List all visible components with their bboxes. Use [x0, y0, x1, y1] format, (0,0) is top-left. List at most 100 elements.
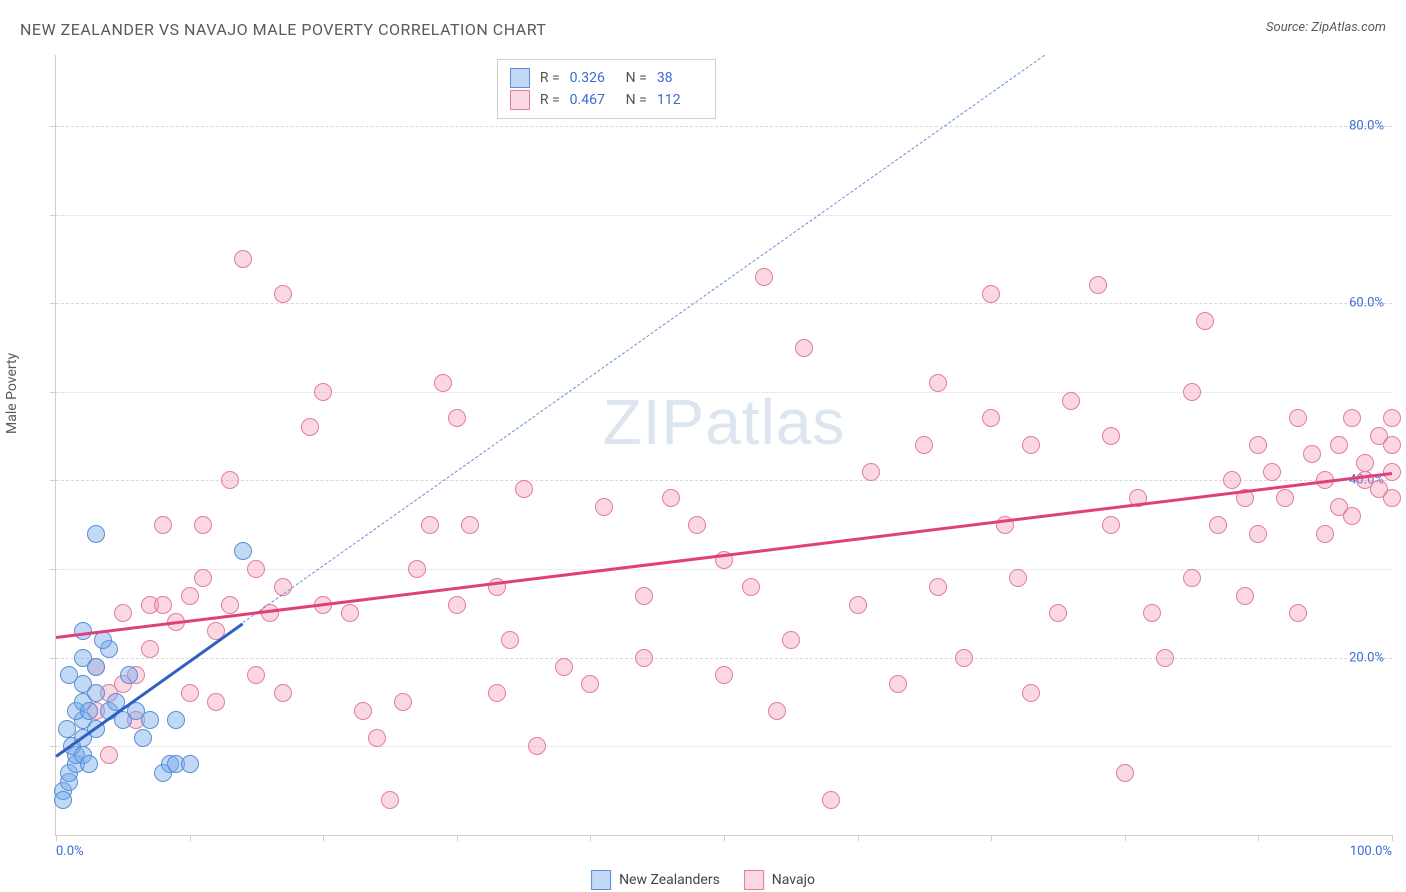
data-point	[1249, 436, 1267, 454]
y-tick	[50, 215, 56, 216]
data-point	[1289, 409, 1307, 427]
chart-title: NEW ZEALANDER VS NAVAJO MALE POVERTY COR…	[20, 20, 546, 39]
data-point	[154, 596, 172, 614]
legend-swatch	[510, 68, 530, 88]
data-point	[80, 702, 98, 720]
watermark: ZIPatlas	[603, 385, 846, 459]
data-point	[221, 471, 239, 489]
gridline-major	[56, 126, 1392, 127]
legend-label: Navajo	[772, 872, 815, 888]
data-point	[181, 684, 199, 702]
data-point	[1383, 463, 1401, 481]
data-point	[849, 596, 867, 614]
data-point	[581, 675, 599, 693]
data-point	[1249, 525, 1267, 543]
data-point	[114, 604, 132, 622]
data-point	[247, 560, 265, 578]
data-point	[1303, 445, 1321, 463]
data-point	[1022, 436, 1040, 454]
data-point	[782, 631, 800, 649]
data-point	[488, 684, 506, 702]
n-prefix: N =	[626, 70, 647, 86]
legend-swatch	[510, 90, 530, 110]
data-point	[929, 578, 947, 596]
data-point	[448, 409, 466, 427]
gridline-major	[56, 658, 1392, 659]
data-point	[194, 569, 212, 587]
data-point	[274, 285, 292, 303]
stats-legend-row: R =0.467N =112	[510, 90, 703, 110]
stats-legend: R =0.326N =38R =0.467N =112	[497, 59, 716, 119]
data-point	[795, 339, 813, 357]
data-point	[314, 383, 332, 401]
data-point	[1062, 392, 1080, 410]
data-point	[1196, 312, 1214, 330]
gridline-minor	[56, 215, 1392, 216]
data-point	[715, 666, 733, 684]
x-tick-label: 100.0%	[1350, 844, 1392, 859]
y-tick	[50, 480, 56, 481]
data-point	[662, 489, 680, 507]
data-point	[100, 746, 118, 764]
x-tick	[590, 835, 591, 841]
x-tick	[457, 835, 458, 841]
data-point	[221, 596, 239, 614]
data-point	[134, 729, 152, 747]
r-value: 0.467	[570, 92, 616, 108]
data-point	[54, 791, 72, 809]
data-point	[301, 418, 319, 436]
data-point	[1143, 604, 1161, 622]
data-point	[1183, 383, 1201, 401]
data-point	[1116, 764, 1134, 782]
data-point	[1183, 569, 1201, 587]
y-tick-label: 20.0%	[1349, 650, 1384, 665]
y-tick	[50, 303, 56, 304]
y-tick-label: 60.0%	[1349, 296, 1384, 311]
data-point	[1009, 569, 1027, 587]
data-point	[87, 658, 105, 676]
gridline-major	[56, 480, 1392, 481]
data-point	[1102, 516, 1120, 534]
data-point	[60, 666, 78, 684]
legend-swatch	[744, 870, 764, 890]
data-point	[768, 702, 786, 720]
data-point	[955, 649, 973, 667]
data-point	[141, 640, 159, 658]
data-point	[1383, 489, 1401, 507]
data-point	[688, 516, 706, 534]
data-point	[194, 516, 212, 534]
data-point	[595, 498, 613, 516]
data-point	[207, 693, 225, 711]
x-tick	[858, 835, 859, 841]
y-tick	[50, 126, 56, 127]
data-point	[501, 631, 519, 649]
data-point	[1236, 587, 1254, 605]
data-point	[515, 480, 533, 498]
data-point	[1089, 276, 1107, 294]
data-point	[87, 525, 105, 543]
data-point	[1209, 516, 1227, 534]
r-prefix: R =	[540, 92, 560, 108]
data-point	[1330, 436, 1348, 454]
data-point	[448, 596, 466, 614]
data-point	[394, 693, 412, 711]
data-point	[1223, 471, 1241, 489]
stats-legend-row: R =0.326N =38	[510, 68, 703, 88]
data-point	[1356, 454, 1374, 472]
data-point	[1102, 427, 1120, 445]
data-point	[822, 791, 840, 809]
x-tick	[190, 835, 191, 841]
data-point	[755, 268, 773, 286]
data-point	[982, 285, 1000, 303]
data-point	[234, 542, 252, 560]
gridline-major	[56, 303, 1392, 304]
data-point	[982, 409, 1000, 427]
data-point	[354, 702, 372, 720]
data-point	[181, 587, 199, 605]
data-point	[1022, 684, 1040, 702]
data-point	[635, 587, 653, 605]
data-point	[341, 604, 359, 622]
data-point	[742, 578, 760, 596]
y-tick-label: 80.0%	[1349, 118, 1384, 133]
plot-area: ZIPatlas 20.0%40.0%60.0%80.0%0.0%100.0%R…	[55, 55, 1392, 836]
